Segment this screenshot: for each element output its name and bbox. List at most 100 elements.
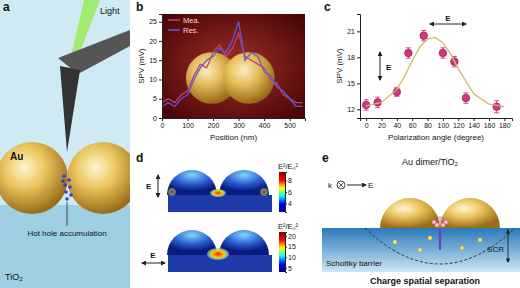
tick-label: 160	[484, 122, 496, 129]
afm-sphere	[223, 52, 275, 104]
tick: 10	[149, 76, 162, 83]
tick-mark	[264, 118, 265, 121]
tick-label: 20	[378, 122, 386, 129]
arrow	[347, 185, 366, 186]
tick-label: 15	[347, 80, 355, 87]
tick: 100	[438, 118, 450, 129]
tick: 20	[149, 38, 162, 45]
tick: 4	[285, 200, 292, 207]
tick: 0	[365, 118, 369, 129]
axis-line	[357, 15, 361, 119]
error-cap	[421, 30, 426, 31]
hole	[441, 223, 445, 227]
dome	[167, 170, 217, 195]
axis-line	[163, 119, 306, 122]
tick-label: 15	[288, 243, 296, 250]
field-label: E	[150, 251, 156, 260]
tick: 15	[347, 80, 360, 87]
hot-spot	[260, 188, 268, 196]
tick-mark	[159, 99, 162, 100]
tick: 5	[153, 95, 162, 102]
label: Schottky barrier	[326, 259, 382, 268]
tick: 20	[378, 118, 386, 129]
tick: 180	[499, 118, 511, 129]
tick: 40	[393, 118, 401, 129]
tick-label: 10	[288, 254, 296, 261]
arrow	[508, 230, 509, 262]
legend-entry: Mea.	[183, 16, 200, 25]
au-sphere	[67, 142, 130, 214]
arrow	[380, 52, 381, 80]
substrate	[168, 195, 272, 212]
tick-label: 0	[365, 122, 369, 129]
schottky-boundary	[365, 228, 515, 264]
tick-mark	[159, 79, 162, 80]
tick-label: 8	[288, 177, 292, 184]
au-dome	[440, 198, 500, 228]
tick-mark	[366, 118, 367, 121]
tick-mark	[159, 60, 162, 61]
tick: 80	[424, 118, 432, 129]
tick: 21	[347, 28, 360, 35]
y-axis: 0510152025	[149, 15, 162, 122]
tick-mark	[159, 41, 162, 42]
tick-mark	[239, 118, 240, 121]
point	[439, 49, 447, 57]
legend-swatch	[168, 19, 180, 21]
electron	[478, 238, 482, 242]
point	[493, 103, 501, 111]
tick-label: 100	[182, 122, 194, 129]
tick-label: 180	[499, 122, 511, 129]
error-cap	[375, 107, 380, 108]
error-cap	[375, 97, 380, 98]
arrow	[142, 263, 165, 264]
tip	[60, 66, 80, 152]
point	[405, 49, 413, 57]
tick-mark	[285, 236, 287, 237]
error-cap	[494, 112, 499, 113]
series-line	[162, 22, 302, 107]
axis-line	[159, 15, 163, 119]
tick-mark	[428, 118, 429, 121]
tick-label: 5	[153, 95, 157, 102]
tick: 120	[453, 118, 465, 129]
tick: 100	[182, 118, 194, 129]
tick-label: 18	[347, 54, 355, 61]
axis-line	[286, 233, 288, 273]
error-cap	[463, 92, 468, 93]
field-map: 5101520	[167, 230, 296, 273]
error-cap	[463, 103, 468, 104]
field-label: E	[368, 181, 373, 190]
axis-line	[286, 173, 288, 213]
tick-label: 60	[409, 122, 417, 129]
pointer	[67, 202, 68, 226]
label: TiO₂	[5, 272, 23, 282]
tick: 400	[259, 118, 271, 129]
colorbar-title: E²/E₀²	[278, 222, 299, 231]
tick-label: 500	[284, 122, 296, 129]
x-axis: 0100200300400500	[161, 118, 306, 129]
panel-label: e	[322, 151, 329, 165]
x-axis: 0 20 40 60 80 100120140 160180	[361, 118, 513, 129]
k-symbol	[339, 183, 344, 188]
tick: 60	[409, 118, 417, 129]
au-dome	[380, 198, 440, 228]
annotation: E	[445, 14, 451, 23]
hole	[438, 217, 442, 221]
colorbar-title: E²/E₀²	[278, 162, 299, 171]
tick-mark	[489, 118, 490, 121]
hot-hole	[67, 178, 71, 182]
tick-mark	[285, 192, 287, 193]
tick-label: 400	[259, 122, 271, 129]
tick-label: 140	[468, 122, 480, 129]
hot-hole	[68, 185, 72, 189]
panel-a	[0, 0, 130, 288]
figure: aLightAuHot hole accumulationTiO₂0100200…	[0, 0, 520, 288]
tick-mark	[474, 118, 475, 121]
tick: 200	[208, 118, 220, 129]
axis-title: Polarization angle (degree)	[388, 133, 484, 142]
au-sphere	[0, 142, 68, 214]
tick: 25	[149, 18, 162, 25]
wavevector-label: k	[328, 181, 333, 190]
hot-spot	[168, 188, 176, 196]
